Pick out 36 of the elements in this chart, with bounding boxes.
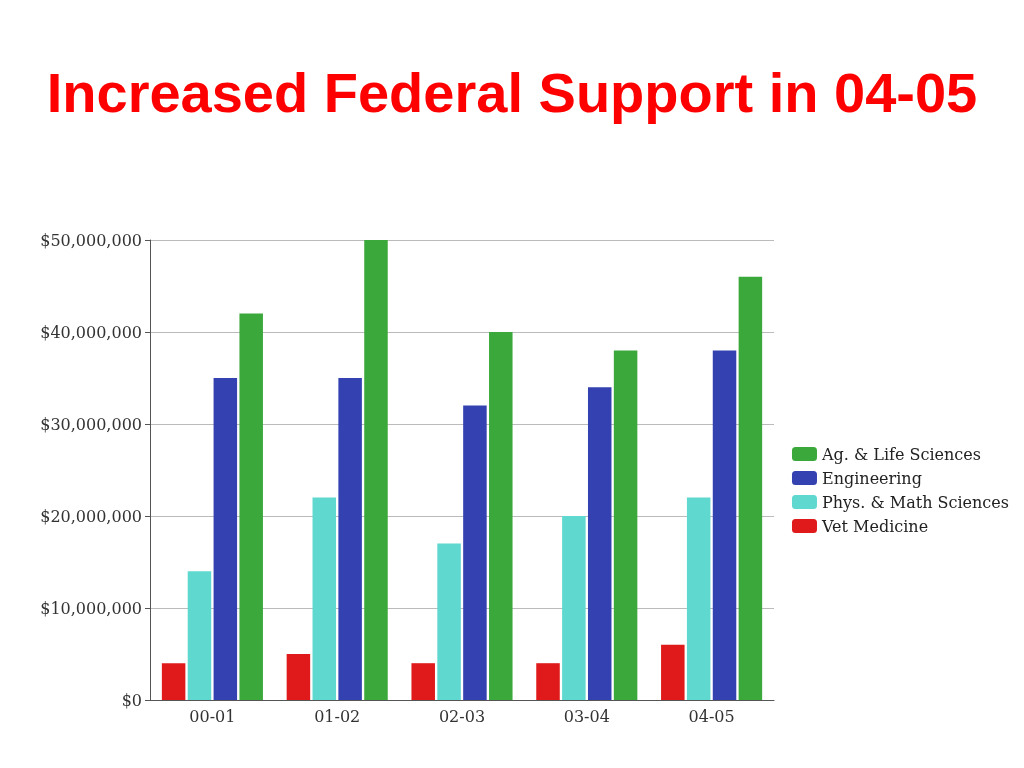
- bar: [738, 276, 763, 700]
- bar: [312, 497, 337, 700]
- legend-label: Vet Medicine: [820, 516, 929, 536]
- bar: [286, 654, 311, 700]
- bar: [364, 240, 388, 700]
- bar: [587, 387, 612, 700]
- y-tick-label: $20,000,000: [40, 506, 142, 526]
- bar: [239, 313, 263, 700]
- bar: [437, 543, 461, 700]
- x-tick-label: 04-05: [688, 706, 735, 726]
- y-tick-label: $10,000,000: [40, 598, 142, 618]
- bar: [661, 644, 685, 700]
- legend-label: Ag. & Life Sciences: [820, 444, 981, 464]
- x-tick-label: 02-03: [438, 706, 486, 726]
- y-tick-label: $50,000,000: [40, 230, 142, 250]
- bar: [712, 350, 737, 700]
- bar: [411, 663, 435, 700]
- x-tick-label: 01-02: [314, 706, 361, 726]
- y-tick-label: $0: [121, 690, 142, 710]
- bar: [536, 663, 560, 700]
- chart-title: Increased Federal Support in 04-05: [45, 60, 979, 126]
- bar: [161, 663, 186, 700]
- x-tick-label: 00-01: [189, 706, 236, 726]
- bar: [613, 350, 638, 700]
- bar: [686, 497, 711, 700]
- legend-label: Phys. & Math Sciences: [821, 492, 1009, 512]
- bar: [463, 405, 487, 700]
- bar: [489, 332, 513, 700]
- bar: [187, 571, 212, 700]
- bar: [562, 516, 586, 700]
- legend-label: Engineering: [821, 468, 922, 488]
- x-tick-label: 03-04: [563, 706, 610, 726]
- y-tick-label: $30,000,000: [40, 414, 142, 434]
- bar: [213, 378, 238, 700]
- y-tick-label: $40,000,000: [40, 322, 142, 342]
- bar: [338, 378, 362, 700]
